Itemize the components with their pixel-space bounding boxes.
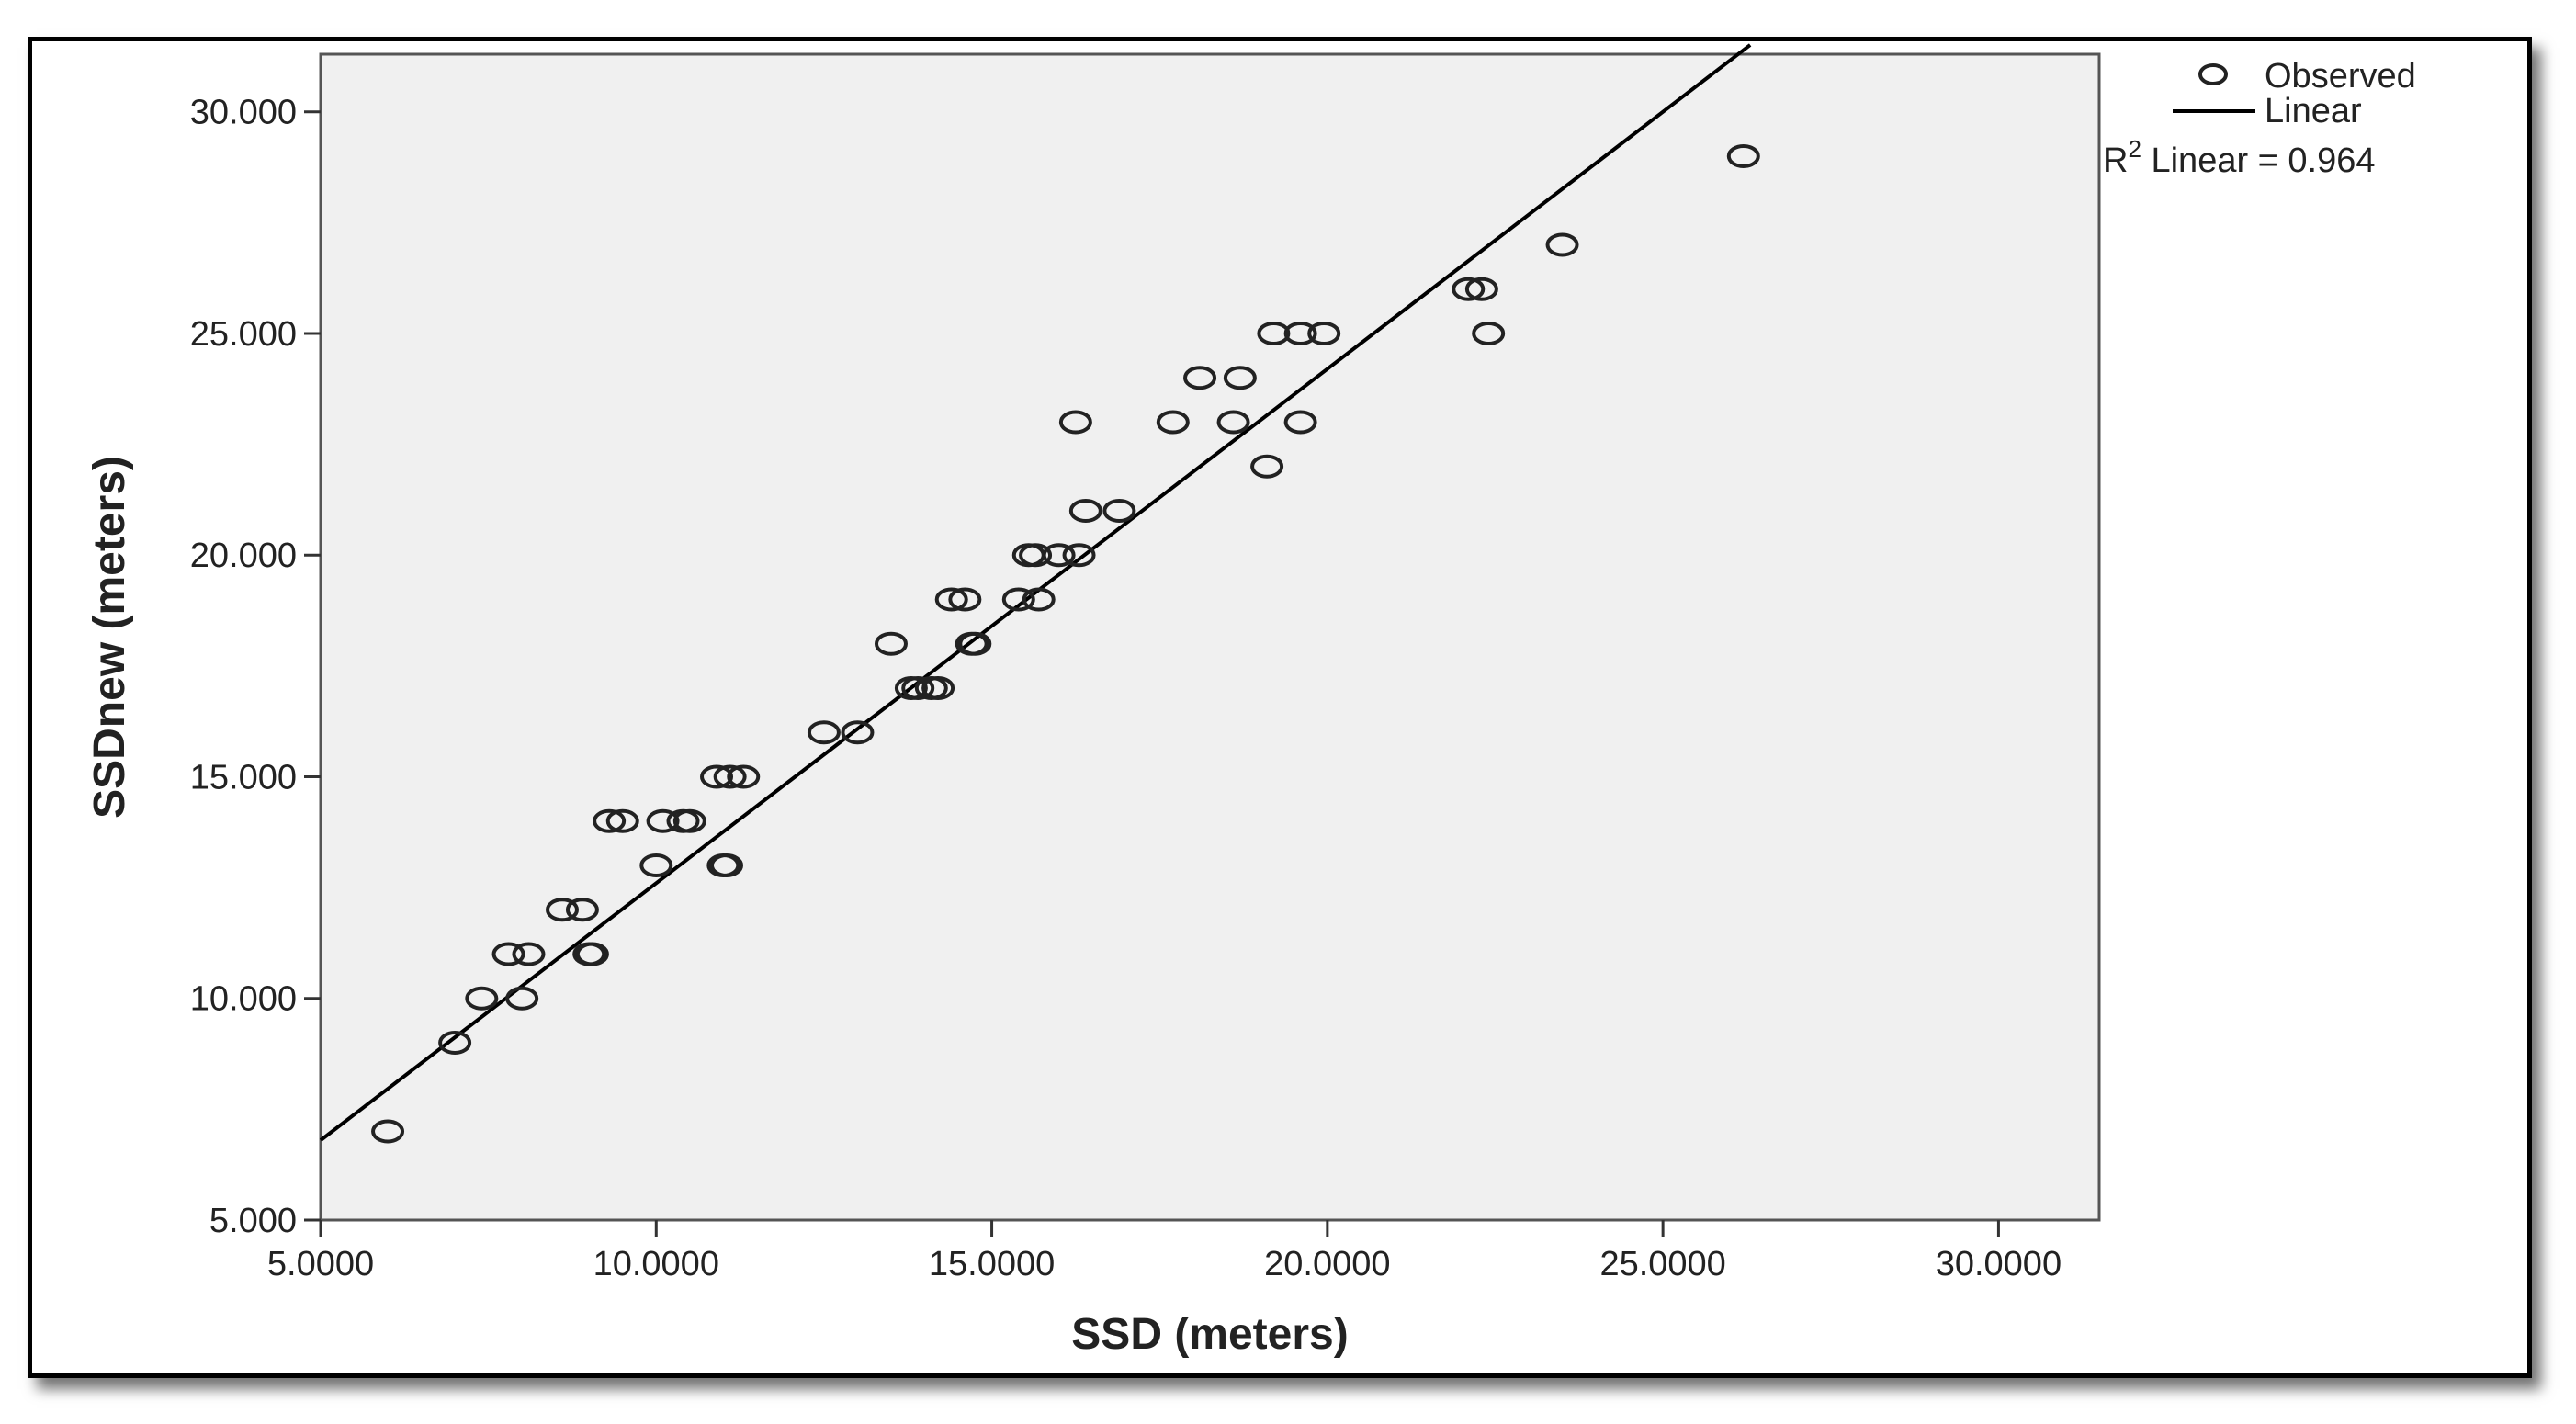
data-point bbox=[1058, 410, 1092, 435]
legend-observed-label: Observed bbox=[2265, 57, 2416, 96]
data-point bbox=[934, 587, 968, 612]
data-point bbox=[1156, 410, 1190, 435]
data-point bbox=[546, 898, 580, 922]
data-point bbox=[1257, 321, 1291, 345]
data-point bbox=[1001, 587, 1035, 612]
data-point bbox=[958, 631, 992, 656]
data-point bbox=[465, 986, 499, 1011]
data-point bbox=[512, 942, 546, 966]
legend-observed-marker bbox=[2198, 63, 2228, 85]
x-tick-label: 10.0000 bbox=[593, 1245, 719, 1283]
data-point bbox=[593, 808, 627, 833]
data-point bbox=[1283, 321, 1317, 345]
legend-r-squared: R2 Linear = 0.964 bbox=[2103, 135, 2376, 180]
data-point bbox=[1019, 543, 1053, 568]
chart-frame: 5.000 10.000 15.000 20.000 25.000 30.000 5.00… bbox=[28, 37, 2532, 1378]
data-point bbox=[1452, 277, 1486, 301]
y-tick-label: 20.000 bbox=[190, 537, 297, 575]
y-tick-label: 25.000 bbox=[190, 315, 297, 354]
data-point bbox=[841, 720, 875, 745]
data-point bbox=[639, 853, 673, 877]
x-tick-label: 30.0000 bbox=[1936, 1245, 2062, 1283]
data-point bbox=[505, 986, 539, 1011]
y-tick-label: 15.000 bbox=[190, 758, 297, 797]
plot-area bbox=[319, 52, 2101, 1222]
data-point bbox=[438, 1030, 472, 1055]
data-point bbox=[1062, 543, 1096, 568]
data-point bbox=[807, 720, 841, 745]
scatter-chart: 5.000 10.000 15.000 20.000 25.000 30.000 5.00… bbox=[85, 43, 2416, 1359]
data-point bbox=[672, 808, 706, 833]
r2-value: Linear = 0.964 bbox=[2141, 141, 2376, 180]
x-tick-label: 25.0000 bbox=[1599, 1245, 1725, 1283]
data-point bbox=[1250, 454, 1284, 479]
data-point bbox=[646, 808, 680, 833]
data-point bbox=[1102, 498, 1136, 523]
data-point bbox=[1068, 498, 1102, 523]
data-point bbox=[1283, 410, 1317, 435]
data-point bbox=[874, 631, 908, 656]
data-point bbox=[713, 764, 747, 789]
x-axis: 5.0000 10.0000 15.0000 20.0000 25.0000 30.000… bbox=[267, 1220, 2062, 1283]
data-point bbox=[605, 808, 639, 833]
data-point bbox=[901, 675, 935, 700]
legend-linear-label: Linear bbox=[2265, 92, 2362, 130]
data-point bbox=[727, 764, 761, 789]
data-point bbox=[371, 1119, 405, 1144]
data-point bbox=[709, 853, 743, 877]
data-point bbox=[1726, 143, 1760, 168]
data-point bbox=[948, 587, 982, 612]
data-point bbox=[1545, 232, 1579, 257]
y-tick-label: 10.000 bbox=[190, 980, 297, 1019]
data-point bbox=[575, 942, 609, 966]
y-axis-title: SSDnew (meters) bbox=[85, 456, 134, 819]
linear-fit-line bbox=[319, 43, 1752, 1142]
data-point bbox=[700, 764, 734, 789]
x-axis-title: SSD (meters) bbox=[1071, 1310, 1348, 1359]
x-tick-label: 5.0000 bbox=[267, 1245, 374, 1283]
observed-points bbox=[371, 143, 1760, 1144]
data-point bbox=[1183, 366, 1217, 390]
data-point bbox=[1464, 277, 1498, 301]
data-point bbox=[1472, 321, 1506, 345]
data-point bbox=[921, 675, 955, 700]
data-point bbox=[491, 942, 525, 966]
y-tick-label: 30.000 bbox=[190, 94, 297, 132]
y-axis: 5.000 10.000 15.000 20.000 25.000 30.000 bbox=[190, 94, 321, 1240]
data-point bbox=[565, 898, 599, 922]
x-tick-label: 20.0000 bbox=[1264, 1245, 1390, 1283]
data-point bbox=[1022, 587, 1056, 612]
x-tick-label: 15.0000 bbox=[929, 1245, 1055, 1283]
r2-superscript: 2 bbox=[2128, 135, 2141, 163]
y-tick-label: 5.000 bbox=[209, 1202, 297, 1240]
data-point bbox=[1042, 543, 1076, 568]
legend: Observed Linear R2 Linear = 0.964 bbox=[2103, 57, 2416, 180]
data-point bbox=[1307, 321, 1341, 345]
data-point bbox=[1223, 366, 1257, 390]
data-point bbox=[1216, 410, 1250, 435]
r2-prefix: R bbox=[2103, 141, 2128, 180]
